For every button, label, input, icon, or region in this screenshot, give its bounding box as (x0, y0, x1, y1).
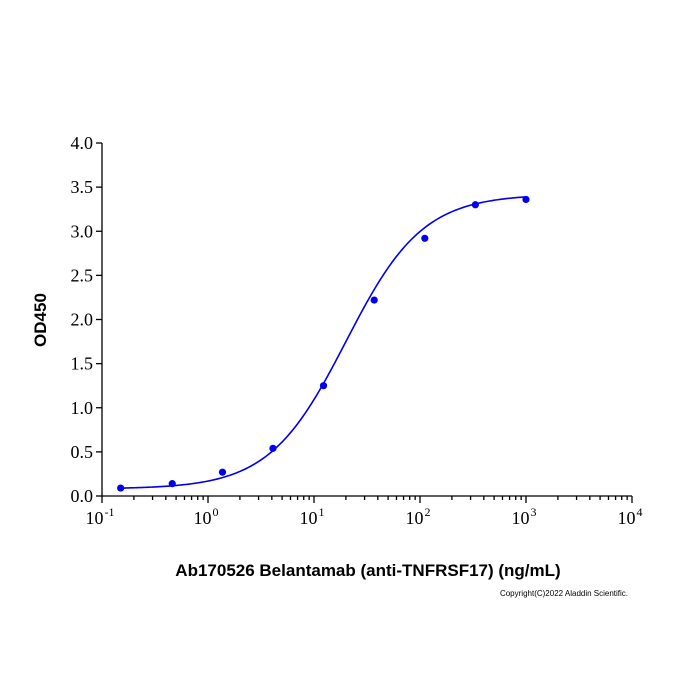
x-axis-title: Ab170526 Belantamab (anti-TNFRSF17) (ng/… (175, 561, 560, 580)
y-tick-label: 2.0 (71, 310, 94, 330)
x-tick-label: 101 (300, 505, 325, 528)
data-point (218, 468, 227, 476)
x-tick-label: 100 (194, 505, 219, 528)
x-tick-label: 104 (618, 505, 643, 528)
x-tick-label: 102 (406, 505, 431, 528)
data-point (471, 201, 479, 209)
y-tick-label: 1.5 (71, 354, 94, 374)
copyright-annotation: Copyright(C)2022 Aladdin Scientific. (500, 589, 628, 598)
y-tick-label: 0.0 (71, 486, 94, 506)
data-point (168, 480, 176, 488)
y-tick-label: 3.5 (71, 177, 94, 197)
data-point (421, 234, 429, 242)
plot-area: 0.0 0.5 1.0 1.5 2.0 2.5 3.0 3.5 4.0 10-1 100 101 102… (71, 133, 643, 528)
y-tick-label: 2.5 (71, 265, 94, 285)
y-tick-label: 4.0 (71, 133, 94, 153)
data-point (269, 444, 277, 452)
data-point (370, 296, 378, 304)
fit-curve (120, 196, 527, 489)
y-tick-label: 0.5 (71, 442, 94, 462)
data-point (117, 484, 125, 492)
y-axis-title: OD450 (31, 293, 50, 347)
data-point (319, 382, 328, 390)
y-tick-label: 1.0 (71, 398, 94, 418)
x-tick-label: 103 (512, 505, 537, 528)
data-point (522, 195, 530, 204)
x-tick-label: 10-1 (86, 505, 115, 528)
y-tick-label: 3.0 (71, 221, 94, 241)
